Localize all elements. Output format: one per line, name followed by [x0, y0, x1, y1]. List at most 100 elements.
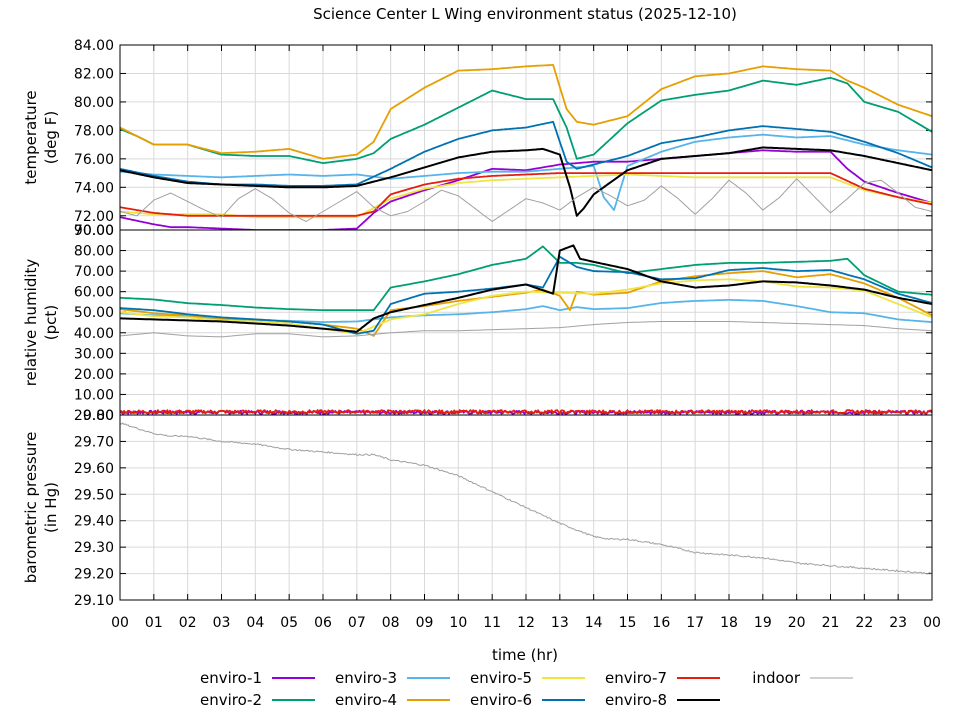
y-tick-label: 29.30: [74, 540, 114, 556]
x-tick-label: 01: [145, 615, 163, 631]
x-tick-label: 09: [416, 615, 434, 631]
y-tick-label: 72.00: [74, 209, 114, 225]
x-tick-label: 07: [348, 615, 366, 631]
x-tick-label: 12: [517, 615, 535, 631]
y-tick-label: 30.00: [74, 346, 114, 362]
y-tick-label: 84.00: [74, 38, 114, 54]
legend-label: enviro-5: [470, 669, 532, 687]
series-line-enviro-7: [120, 172, 932, 217]
x-axis-ticks: 00 01 02 03 04 05 06 07 08 09 10 11 12 13 14 15 16 17 18 19…: [111, 45, 941, 631]
x-tick-label: 00: [111, 615, 129, 631]
x-tick-label: 13: [551, 615, 569, 631]
x-tick-label: 23: [889, 615, 907, 631]
y-tick-label: 29.60: [74, 461, 114, 477]
legend-entry-enviro-4: enviro-4: [335, 691, 450, 709]
legend-label: enviro-1: [200, 669, 262, 687]
y-tick-label: 29.50: [74, 487, 114, 503]
y-axis-label: (in Hg): [42, 482, 60, 533]
series-line-indoor: [120, 321, 932, 338]
legend-label: enviro-6: [470, 691, 532, 709]
x-tick-label: 06: [314, 615, 332, 631]
chart-panels: 72.00 74.00 76.00 78.00 80.00 82.00 84.00 70.00…: [22, 38, 933, 609]
panel-series: [120, 422, 932, 575]
x-tick-label: 18: [720, 615, 738, 631]
panel-humidity: 10.00 20.00 30.00 40.00 50.00 60.00 70.00 80.00…: [22, 223, 933, 424]
series-line-indoor: [120, 178, 932, 222]
x-tick-label: 19: [754, 615, 772, 631]
legend-label: enviro-4: [335, 691, 397, 709]
x-tick-label: 08: [382, 615, 400, 631]
x-tick-label: 22: [855, 615, 873, 631]
x-tick-label: 16: [652, 615, 670, 631]
x-tick-label: 15: [619, 615, 637, 631]
x-tick-label: 11: [483, 615, 501, 631]
series-line-enviro-2: [120, 76, 932, 165]
legend-label: indoor: [752, 669, 801, 687]
series-line-enviro-8: [120, 146, 932, 217]
legend-entry-enviro-1: enviro-1: [200, 669, 315, 687]
legend-label: enviro-2: [200, 691, 262, 709]
y-tick-label: 10.00: [74, 387, 114, 403]
y-tick-label: 29.10: [74, 593, 114, 609]
y-tick-label: 40.00: [74, 326, 114, 342]
legend-entry-enviro-7: enviro-7: [605, 669, 720, 687]
y-tick-label: 70.00: [74, 264, 114, 280]
x-tick-label: 20: [788, 615, 806, 631]
y-tick-label: 29.20: [74, 567, 114, 583]
series-line-enviro-2: [120, 245, 932, 312]
y-tick-label: 90.00: [74, 223, 114, 239]
y-tick-label: 80.00: [74, 244, 114, 260]
series-line-enviro-1: [120, 149, 932, 230]
y-tick-label: 29.80: [74, 408, 114, 424]
chart-title: Science Center L Wing environment status…: [313, 5, 737, 23]
legend-entry-enviro-5: enviro-5: [470, 669, 585, 687]
series-line-enviro-5: [120, 173, 932, 219]
panel-pressure: 29.10 29.20 29.30 29.40 29.50 29.60 29.70 29.80…: [22, 408, 933, 609]
x-tick-label: 04: [246, 615, 264, 631]
legend-label: enviro-7: [605, 669, 667, 687]
y-tick-label: 50.00: [74, 305, 114, 321]
y-tick-label: 70.00: [74, 223, 114, 239]
y-tick-label: 80.00: [74, 95, 114, 111]
chart-legend: enviro-1 enviro-2 enviro-3 enviro-4 enviro-5…: [200, 669, 853, 709]
y-tick-label: 20.00: [74, 367, 114, 383]
y-tick-label: 74.00: [74, 180, 114, 196]
y-axis-label: relative humidity: [22, 259, 40, 387]
y-tick-label: 29.40: [74, 514, 114, 530]
x-tick-label: 10: [449, 615, 467, 631]
series-line-enviro-3: [120, 133, 932, 212]
y-axis-label: barometric pressure: [22, 432, 40, 584]
legend-label: enviro-8: [605, 691, 667, 709]
series-line-enviro-7: [120, 409, 932, 415]
legend-entry-enviro-2: enviro-2: [200, 691, 315, 709]
y-axis-label: temperature: [22, 90, 40, 184]
x-tick-label: 00: [923, 615, 941, 631]
series-line-enviro-8: [120, 244, 932, 333]
x-tick-label: 02: [179, 615, 197, 631]
panel-temperature: 72.00 74.00 76.00 78.00 80.00 82.00 84.00 70.00…: [22, 38, 933, 239]
y-tick-label: 82.00: [74, 66, 114, 82]
y-tick-label: 76.00: [74, 152, 114, 168]
x-tick-label: 03: [213, 615, 231, 631]
legend-entry-enviro-6: enviro-6: [470, 691, 585, 709]
legend-entry-enviro-3: enviro-3: [335, 669, 450, 687]
legend-label: enviro-3: [335, 669, 397, 687]
x-tick-label: 17: [686, 615, 704, 631]
y-tick-label: 0.00: [83, 408, 114, 424]
x-tick-label: 14: [585, 615, 603, 631]
panel-series: [120, 64, 932, 230]
y-tick-label: 29.70: [74, 434, 114, 450]
series-line-indoor: [120, 422, 932, 575]
y-tick-label: 78.00: [74, 123, 114, 139]
x-tick-label: 21: [822, 615, 840, 631]
x-axis-label: time (hr): [492, 646, 558, 664]
panel-series: [120, 244, 932, 415]
y-axis-label: (deg F): [42, 111, 60, 164]
series-line-enviro-4: [120, 64, 932, 160]
legend-entry-enviro-8: enviro-8: [605, 691, 720, 709]
y-axis-label: (pct): [42, 305, 60, 340]
y-tick-label: 60.00: [74, 285, 114, 301]
series-line-enviro-6: [120, 120, 932, 187]
